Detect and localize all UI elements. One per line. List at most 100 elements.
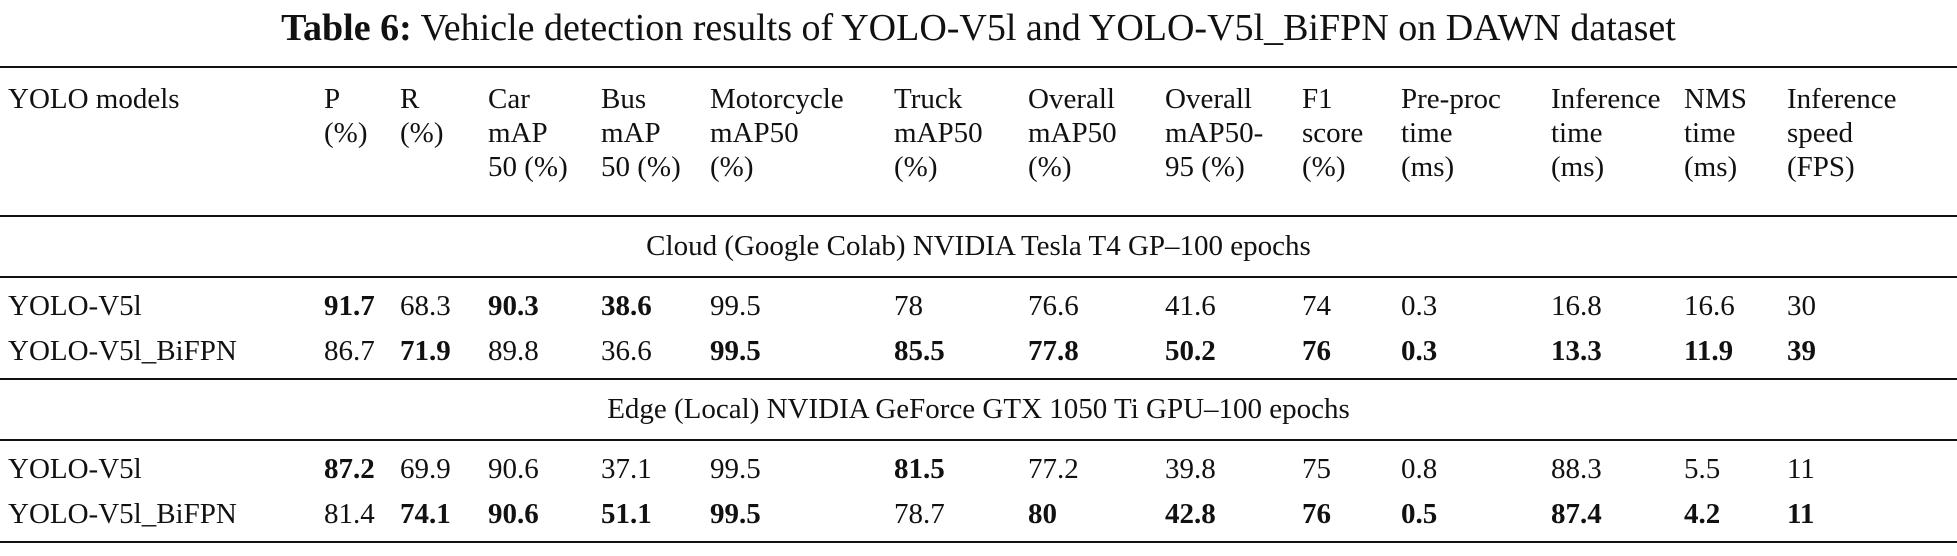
column-header-line: Inference	[1551, 83, 1661, 115]
column-header-line: (FPS)	[1787, 151, 1855, 183]
table-cell-truck: 81.5	[886, 439, 1020, 492]
table-cell-overall50: 77.8	[1020, 329, 1157, 380]
table-row: YOLO-V5l 91.7 68.3 90.3 38.6 99.5 78 76.6 41.6 74…	[0, 276, 1957, 329]
column-header-truck: Truck mAP50 (%)	[886, 66, 1020, 217]
section-title: Cloud (Google Colab) NVIDIA Tesla T4 GP–…	[646, 230, 1311, 262]
table-cell-r: 71.9	[392, 329, 480, 380]
column-header-line: Inference	[1787, 83, 1897, 115]
model-name-cell: YOLO-V5l_BiFPN	[0, 492, 316, 543]
column-header-line: (ms)	[1401, 151, 1455, 183]
column-header-line: mAP50	[894, 117, 983, 149]
column-header-line: Overall	[1028, 83, 1115, 115]
table-cell-preproc: 0.8	[1393, 439, 1543, 492]
column-header-line: (%)	[1028, 151, 1072, 183]
column-header-line: (ms)	[1684, 151, 1738, 183]
column-header-r: R (%)	[392, 66, 480, 217]
table-cell-car: 90.3	[480, 276, 593, 329]
table-cell-bus: 37.1	[593, 439, 702, 492]
column-header-line: mAP	[488, 117, 548, 149]
table-cell-overall50: 80	[1020, 492, 1157, 543]
column-header-line: speed	[1787, 117, 1854, 149]
column-header-line: 50 (%)	[601, 151, 681, 183]
column-header-p: P (%)	[316, 66, 392, 217]
table-cell-inference: 13.3	[1543, 329, 1676, 380]
column-header-line: mAP50	[1028, 117, 1117, 149]
table-cell-truck: 85.5	[886, 329, 1020, 380]
column-header-line: P	[324, 83, 341, 115]
column-header-line: Car	[488, 83, 530, 115]
table-cell-overall5095: 41.6	[1157, 276, 1294, 329]
column-header-line: F1	[1302, 83, 1333, 115]
column-header-nms: NMS time (ms)	[1676, 66, 1779, 217]
column-header-line: Motorcycle	[710, 83, 844, 115]
column-header-line: (%)	[894, 151, 938, 183]
column-header-line: mAP50-	[1165, 117, 1264, 149]
table-cell-overall5095: 50.2	[1157, 329, 1294, 380]
table-cell-bus: 36.6	[593, 329, 702, 380]
column-header-line: (%)	[710, 151, 754, 183]
column-header-line: mAP50	[710, 117, 799, 149]
table-cell-nms: 4.2	[1676, 492, 1779, 543]
column-header-line: (ms)	[1551, 151, 1605, 183]
table-cell-truck: 78	[886, 276, 1020, 329]
table-cell-nms: 11.9	[1676, 329, 1779, 380]
column-header-speed: Inference speed (FPS)	[1779, 66, 1957, 217]
table-cell-car: 89.8	[480, 329, 593, 380]
table-cell-motorcycle: 99.5	[702, 439, 886, 492]
table-cell-motorcycle: 99.5	[702, 492, 886, 543]
column-header-overall5095: Overall mAP50- 95 (%)	[1157, 66, 1294, 217]
table-cell-motorcycle: 99.5	[702, 329, 886, 380]
column-header-line: 50 (%)	[488, 151, 568, 183]
table-cell-p: 86.7	[316, 329, 392, 380]
table-cell-bus: 38.6	[593, 276, 702, 329]
column-header-line: Overall	[1165, 83, 1252, 115]
table-cell-speed: 39	[1779, 329, 1957, 380]
model-name-cell: YOLO-V5l_BiFPN	[0, 329, 316, 380]
column-header-line: R	[400, 83, 420, 115]
column-header-line: 95 (%)	[1165, 151, 1245, 183]
table-cell-bus: 51.1	[593, 492, 702, 543]
section-title: Edge (Local) NVIDIA GeForce GTX 1050 Ti …	[607, 393, 1350, 425]
table-cell-overall5095: 42.8	[1157, 492, 1294, 543]
table-cell-p: 91.7	[316, 276, 392, 329]
column-header-line: (%)	[324, 117, 368, 149]
table-cell-preproc: 0.5	[1393, 492, 1543, 543]
column-header-car: Car mAP 50 (%)	[480, 66, 593, 217]
table-row: YOLO-V5l_BiFPN 81.4 74.1 90.6 51.1 99.5 78.7 80…	[0, 492, 1957, 543]
table-cell-overall5095: 39.8	[1157, 439, 1294, 492]
table-cell-overall50: 76.6	[1020, 276, 1157, 329]
column-header-line: score	[1302, 117, 1364, 149]
column-header-line: time	[1401, 117, 1453, 149]
table-cell-p: 87.2	[316, 439, 392, 492]
table-cell-nms: 5.5	[1676, 439, 1779, 492]
column-header-line: YOLO models	[8, 83, 180, 115]
table-cell-p: 81.4	[316, 492, 392, 543]
table-cell-overall50: 77.2	[1020, 439, 1157, 492]
table-caption: Table 6: Vehicle detection results of YO…	[0, 4, 1957, 52]
table-cell-speed: 30	[1779, 276, 1957, 329]
column-header-line: mAP	[601, 117, 661, 149]
column-header-line: Pre-proc	[1401, 83, 1501, 115]
table-cell-nms: 16.6	[1676, 276, 1779, 329]
column-header-line: time	[1551, 117, 1603, 149]
model-name-cell: YOLO-V5l	[0, 439, 316, 492]
column-header-line: time	[1684, 117, 1736, 149]
column-header-line: NMS	[1684, 83, 1747, 115]
table-cell-inference: 88.3	[1543, 439, 1676, 492]
table-cell-r: 74.1	[392, 492, 480, 543]
column-header-line: (%)	[400, 117, 444, 149]
table-cell-f1: 75	[1294, 439, 1393, 492]
table-cell-r: 68.3	[392, 276, 480, 329]
column-header-line: Truck	[894, 83, 963, 115]
section-header-row: Cloud (Google Colab) NVIDIA Tesla T4 GP–…	[0, 216, 1957, 277]
column-header-model: YOLO models	[0, 66, 316, 217]
table-row: YOLO-V5l_BiFPN 86.7 71.9 89.8 36.6 99.5 85.5 77…	[0, 329, 1957, 380]
column-header-line: (%)	[1302, 151, 1346, 183]
table-cell-r: 69.9	[392, 439, 480, 492]
caption-label: Table 6:	[281, 7, 412, 49]
table-cell-speed: 11	[1779, 492, 1957, 543]
table-cell-truck: 78.7	[886, 492, 1020, 543]
table-cell-inference: 16.8	[1543, 276, 1676, 329]
column-header-f1: F1 score (%)	[1294, 66, 1393, 217]
column-header-overall50: Overall mAP50 (%)	[1020, 66, 1157, 217]
